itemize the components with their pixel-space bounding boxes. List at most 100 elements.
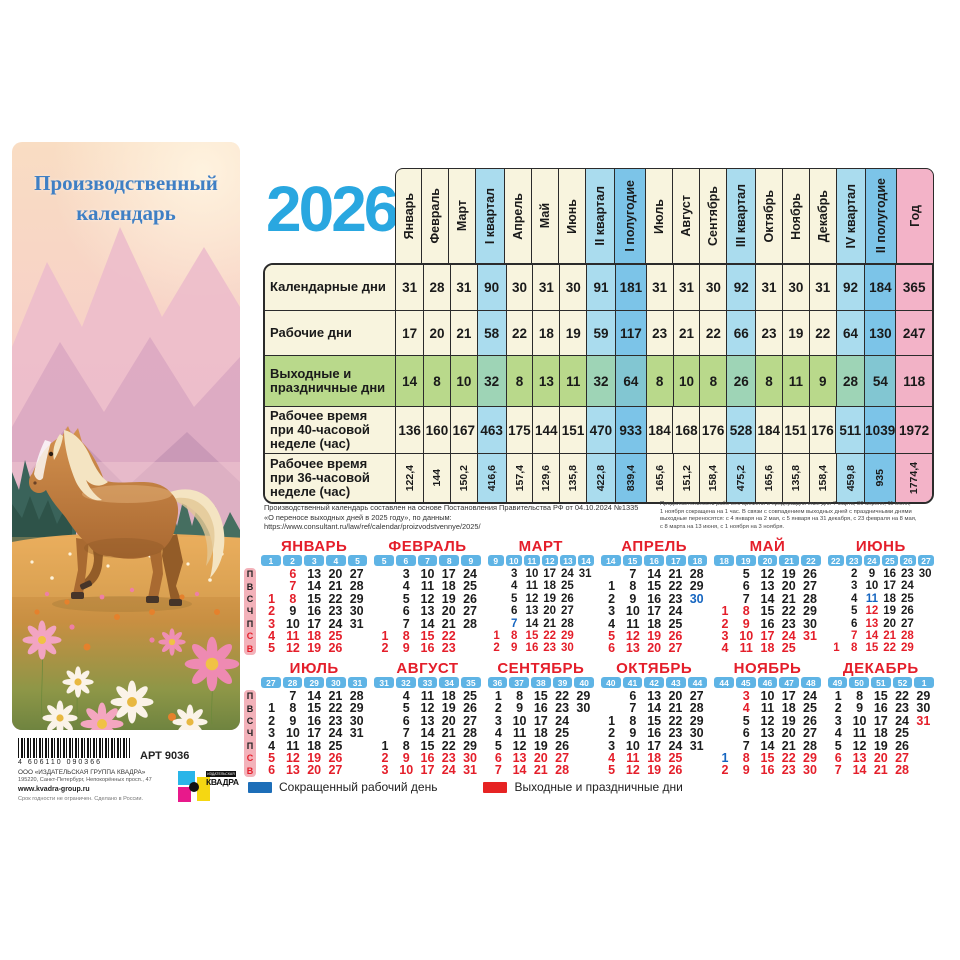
week-number: 36 [487,677,508,688]
month-grid: 4 11 18 25 5 12 19 26 6 13 20 27 7 14 21 28 1 8 15 22 29 2 9 16… [372,690,482,777]
day-row: 3 10 17 24 [601,604,707,619]
column-header-label: II полугодие [874,178,888,254]
stat-value-text: 935 [874,469,887,487]
stat-value-text: 416,6 [485,464,498,492]
stat-value: 21 [672,311,700,355]
column-header-label: Сентябрь [706,186,720,246]
week-number: 21 [779,555,799,566]
column-header: Сентябрь [700,168,727,263]
stat-value: 511 [835,407,865,453]
column-header: III квартал [727,168,756,263]
day-cell: 31 [803,628,817,643]
day-cell: 19 [543,592,557,605]
day-cell: 30 [803,616,817,631]
day-cell [374,690,395,702]
day-cell: 2 [494,701,502,716]
column-header-label: Декабрь [816,189,830,243]
day-cell: 5 [402,591,410,606]
day-cell: 17 [647,738,662,753]
day-row: 1 8 15 22 29 [714,750,820,765]
month-title: АПРЕЛЬ [621,538,688,555]
day-cell: 30 [689,591,704,606]
day-cell: 6 [402,604,410,619]
day-cell: 25 [328,738,343,753]
day-cell: 25 [895,726,910,741]
month-block: ДЕКАБРЬ 49 50 51 52 1 1 8 15 22 29 2 9 16 23 30 3 10 17 24 3… [826,660,936,777]
stats-row: Календарные дни 31 28 31 90 30 31 30 91 181 31 31 30… [265,265,932,310]
day-cell: 8 [402,738,410,753]
day-cell: 12 [420,591,435,606]
stat-value: 1774,4 [895,454,932,502]
day-cell: 29 [689,713,704,728]
week-number: 1 [914,677,934,688]
weekday-letter: С [246,753,254,764]
stat-value: 416,6 [476,454,506,502]
day-cell: 24 [781,628,796,643]
stats-row: Рабочее время при 40-часовой неделе (час… [265,406,932,453]
day-row: 5 12 19 26 [714,568,820,581]
day-cell: 23 [781,763,796,778]
column-header-label: III квартал [734,184,748,248]
day-cell: 2 [608,591,616,606]
day-cell: 14 [647,701,662,716]
day-row: 2 9 16 23 30 [601,727,707,740]
day-cell: 18 [307,628,322,643]
column-header: I квартал [476,168,505,263]
column-header: Октябрь [756,168,783,263]
week-number: 48 [801,677,821,688]
day-cell [601,702,622,714]
column-header: Июль [646,168,673,263]
day-cell: 7 [289,579,297,594]
column-header-label: Январь [401,192,416,240]
day-cell: 1 [381,628,389,643]
day-cell: 25 [803,701,817,716]
month-title: ФЕВРАЛЬ [388,538,467,555]
day-cell: 30 [349,604,364,619]
month-grid: 3 10 17 24 31 4 11 18 25 5 12 19 26 6 13 20 27 7 14 21 28 1 8 1… [486,568,596,655]
weekday-letter: В [246,765,254,776]
stat-value: 20 [423,311,450,355]
month-block: ОКТЯБРЬ 40 41 42 43 44 6 13 20 27 7 14 21 28 1 8 15 22 29 2… [599,660,709,777]
logo-yellow-square [197,777,210,801]
day-cell: 26 [555,738,570,753]
stat-value: 92 [726,265,756,310]
day-cell [576,630,594,642]
day-cell: 18 [307,738,322,753]
day-row: 4 11 18 25 [261,738,367,753]
day-cell: 22 [883,642,897,655]
stat-value: 167 [449,407,477,453]
day-cell [488,618,506,630]
week-number: 30 [326,677,346,688]
day-cell [346,752,367,764]
day-cell: 18 [873,726,888,741]
day-cell: 31 [349,616,364,631]
day-cell: 5 [511,592,518,605]
weekday-letter: Ч [246,728,254,739]
day-cell: 16 [307,713,322,728]
stat-value: 30 [781,265,809,310]
day-cell: 26 [560,592,574,605]
day-cell: 19 [647,628,662,643]
day-cell: 16 [760,616,775,631]
day-cell [576,605,594,617]
day-cell: 25 [463,689,477,703]
day-row: 7 14 21 28 [714,739,820,752]
publisher-website: www.kvadra-group.ru [18,786,90,793]
column-header: Январь [395,168,422,263]
day-cell: 29 [689,579,704,594]
day-row: 6 13 20 27 [488,605,594,617]
day-cell: 25 [668,616,683,631]
day-cell [799,642,820,654]
day-cell: 12 [760,713,775,728]
day-cell: 24 [668,604,683,619]
day-cell: 4 [851,592,858,605]
day-row: 5 12 19 26 [261,642,367,655]
day-row: 7 14 21 28 [488,764,594,777]
day-cell [916,642,934,654]
stat-value: 28 [423,265,450,310]
column-header-label: Март [455,200,469,232]
stat-value: 21 [449,311,477,355]
day-cell: 5 [494,738,502,753]
day-cell: 8 [742,750,750,765]
